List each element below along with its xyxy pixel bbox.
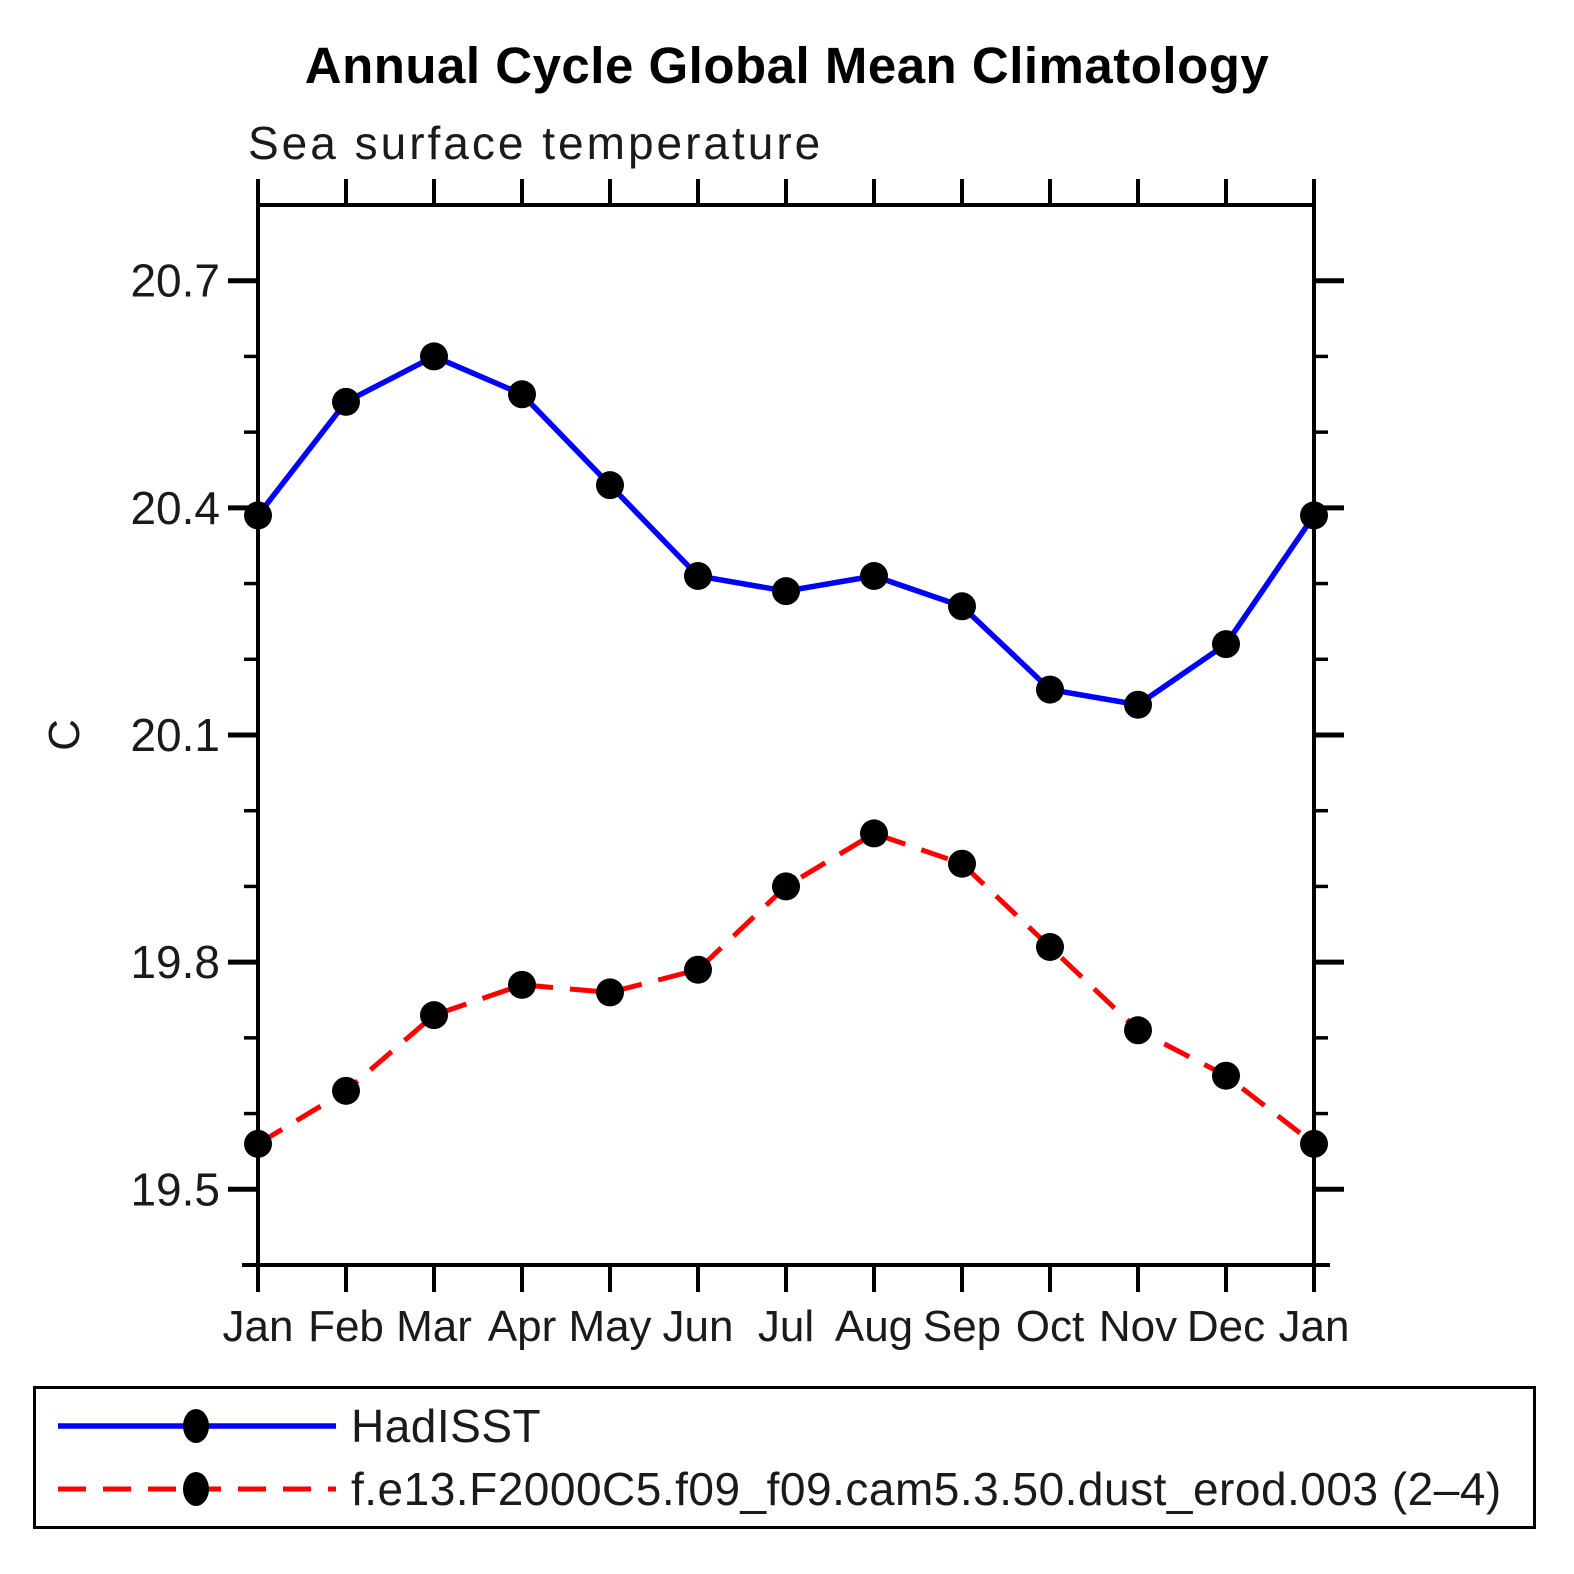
data-point-marker [508,380,536,409]
data-point-marker [244,1129,272,1158]
legend-sample-solid-line [58,1409,336,1443]
data-point-marker [244,501,272,530]
chart-subtitle: Sea surface temperature [248,117,824,169]
x-tick-label: Feb [308,1302,384,1351]
chart-title: Annual Cycle Global Mean Climatology [304,37,1270,94]
data-point-marker [948,592,976,621]
legend-item-model: f.e13.F2000C5.f09_f09.cam5.3.50.dust_ero… [56,1458,1533,1521]
x-tick-label: Jan [223,1302,294,1351]
x-tick-label: Jan [1279,1302,1350,1351]
data-point-marker [1124,690,1152,719]
data-point-marker [1036,933,1064,961]
x-tick-label: Jul [758,1302,814,1351]
data-point-marker [420,342,448,371]
legend-marker-dot [183,1409,209,1443]
data-point-marker [772,577,800,606]
legend-sample-dashed-line [58,1472,336,1506]
data-point-marker [684,562,712,590]
x-tick-label: Mar [396,1302,472,1351]
data-point-marker [772,872,800,901]
data-point-marker [332,1076,360,1105]
x-tick-label: Nov [1099,1302,1177,1351]
data-point-marker [1212,630,1240,659]
data-point-marker [1212,1061,1240,1090]
data-point-marker [332,387,360,416]
legend-label-hadisst: HadISST [351,1400,542,1452]
data-point-marker [508,970,536,999]
data-point-marker [1300,1129,1328,1158]
x-tick-label: Jun [663,1302,734,1351]
legend-marker-dot [183,1472,209,1506]
data-point-marker [1300,501,1328,530]
data-point-marker [596,978,624,1007]
data-point-marker [860,819,888,848]
data-point-marker [860,562,888,590]
data-point-marker [684,955,712,984]
y-tick-label: 19.8 [130,936,220,988]
data-point-marker [948,849,976,878]
y-tick-label: 20.7 [130,255,220,307]
y-tick-label: 20.4 [130,482,220,534]
x-tick-label: Aug [835,1302,913,1351]
legend-box: HadISST f.e13.F2000C5.f09_f09.cam5.3.50.… [33,1386,1536,1529]
plot-frame [256,203,1316,1267]
data-point-marker [596,471,624,500]
legend-item-hadisst: HadISST [56,1395,1533,1458]
y-tick-label: 20.1 [130,709,220,761]
x-tick-label: Oct [1016,1302,1084,1351]
data-point-marker [1124,1016,1152,1045]
y-tick-label: 19.5 [130,1163,220,1215]
data-point-marker [420,1001,448,1030]
series-line-hadisst [255,353,1317,708]
data-point-marker [1036,675,1064,704]
x-tick-label: Dec [1187,1302,1265,1351]
x-tick-label: May [568,1302,651,1351]
legend-label-model: f.e13.F2000C5.f09_f09.cam5.3.50.dust_ero… [351,1463,1502,1515]
x-tick-label: Apr [488,1302,556,1351]
x-tick-label: Sep [923,1302,1001,1351]
